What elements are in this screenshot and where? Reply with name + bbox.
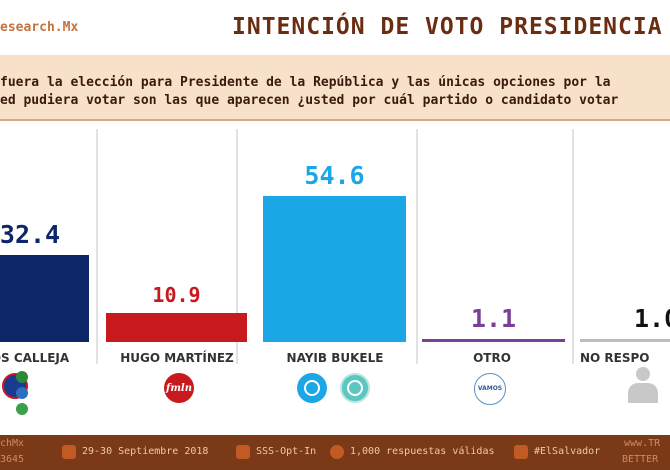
flag-icon — [514, 445, 528, 459]
footer-right-bottom: BETTER — [622, 454, 659, 465]
bar-otro — [422, 339, 565, 342]
responses-icon — [330, 445, 344, 459]
chart-title: INTENCIÓN DE VOTO PRESIDENCIA — [232, 14, 663, 40]
value-label-nayib-bukele: 54.6 — [304, 161, 365, 190]
footer-handle-bottom: 3645 — [0, 454, 25, 465]
bar-nayib-bukele — [263, 196, 406, 342]
party-logo-icon — [16, 387, 28, 399]
vamos-logo-text: VAMOS — [477, 385, 503, 392]
vamos-logo-icon — [474, 373, 506, 405]
footer-hashtag: #ElSalvador — [534, 446, 601, 457]
question-line-1: fuera la elección para Presidente de la … — [0, 75, 611, 90]
fmln-logo-text: fmln — [166, 383, 192, 394]
logo-ring — [347, 380, 363, 396]
footer-method: SSS-Opt-In — [256, 446, 317, 457]
bar-hugo-martinez — [106, 312, 247, 342]
category-label-nayib-bukele: NAYIB BUKELE — [286, 351, 384, 365]
column-separator — [416, 129, 418, 364]
header: esearch.Mx INTENCIÓN DE VOTO PRESIDENCIA — [0, 0, 670, 55]
question-line-2: ed pudiera votar son las que aparecen ¿u… — [0, 93, 619, 108]
people-icon — [636, 367, 650, 381]
category-label-no-responde: NO RESPO — [580, 351, 650, 365]
value-label-hugo-martinez: 10.9 — [152, 282, 201, 307]
question-banner: fuera la elección para Presidente de la … — [0, 55, 670, 121]
logo-ring — [304, 380, 320, 396]
bar-calleja — [0, 255, 89, 342]
value-label-calleja: 32.4 — [0, 220, 61, 250]
bar-no-responde — [580, 339, 670, 342]
footer-handle-top: chMx — [0, 438, 25, 449]
footer-right-top: www.TR — [624, 438, 661, 449]
people-icon — [628, 383, 658, 403]
column-separator — [96, 129, 98, 364]
category-label-otro: OTRO — [473, 351, 511, 365]
category-label-hugo-martinez: HUGO MARTÍNEZ — [120, 351, 234, 365]
footer-dates: 29-30 Septiembre 2018 — [82, 446, 209, 457]
brand-logo-text: esearch.Mx — [0, 20, 79, 35]
category-label-calleja: OS CALLEJA — [0, 351, 70, 365]
calendar-icon — [62, 445, 76, 459]
footer-bar: chMx 3645 29-30 Septiembre 2018 SSS-Opt-… — [0, 435, 670, 470]
column-separator — [572, 129, 574, 364]
column-separator — [236, 129, 238, 364]
chart-plot: 32.4 10.9 54.6 1.1 1.0 OS CALLEJA HUGO M… — [0, 121, 670, 415]
value-label-no-responde: 1.0 — [634, 304, 670, 333]
phone-icon — [236, 445, 250, 459]
party-logo-icon — [16, 371, 28, 383]
value-label-otro: 1.1 — [470, 304, 517, 333]
party-logo-icon — [16, 403, 28, 415]
footer-responses: 1,000 respuestas válidas — [350, 446, 495, 457]
fmln-logo-icon — [164, 373, 194, 403]
